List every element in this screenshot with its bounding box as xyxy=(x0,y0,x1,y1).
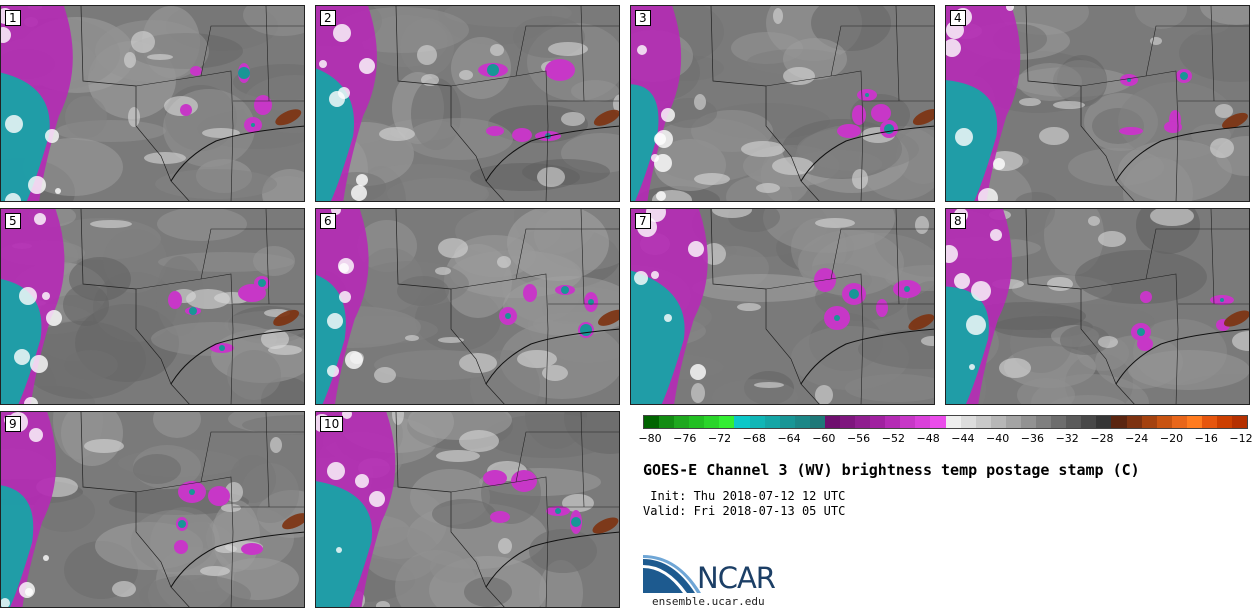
ncar-logo-icon xyxy=(643,555,701,593)
colorbar-swatch xyxy=(930,416,946,428)
postage-stamp-panel: 10 xyxy=(315,411,620,608)
colorbar-swatch xyxy=(824,416,841,428)
wv-map xyxy=(1,209,304,404)
panel-number: 4 xyxy=(950,10,966,26)
colorbar-swatch xyxy=(764,416,780,428)
colorbar-swatch xyxy=(1066,416,1082,428)
panel-number: 9 xyxy=(5,416,21,432)
postage-stamp-panel: 9 xyxy=(0,411,305,608)
panel-number: 8 xyxy=(950,213,966,229)
colorbar-swatch xyxy=(809,416,825,428)
colorbar-tick-label: −24 xyxy=(1125,432,1149,445)
postage-stamp-panel: 2 xyxy=(315,5,620,202)
postage-stamp-panel: 3 xyxy=(630,5,935,202)
panel-number: 6 xyxy=(320,213,336,229)
colorbar-swatch xyxy=(779,416,795,428)
postage-stamp-panel: 4 xyxy=(945,5,1250,202)
colorbar-tick-label: −36 xyxy=(1020,432,1045,445)
colorbar-swatch xyxy=(855,416,871,428)
colorbar-swatch xyxy=(1216,416,1233,428)
colorbar-tick-label: −68 xyxy=(742,432,766,445)
wv-map xyxy=(946,6,1249,201)
figure-title: GOES-E Channel 3 (WV) brightness temp po… xyxy=(643,461,1140,479)
postage-stamp-panel: 5 xyxy=(0,208,305,405)
colorbar-tick-label: −56 xyxy=(846,432,871,445)
colorbar-swatch xyxy=(870,416,886,428)
postage-stamp-panel: 1 xyxy=(0,5,305,202)
panel-number: 2 xyxy=(320,10,336,26)
colorbar-tick-label: −76 xyxy=(673,432,697,445)
valid-time: Valid: Fri 2018-07-13 05 UTC xyxy=(643,504,846,518)
colorbar-swatch xyxy=(1081,416,1097,428)
colorbar-swatch xyxy=(1096,416,1112,428)
colorbar-swatch xyxy=(945,416,961,428)
colorbar-swatch xyxy=(1232,416,1248,428)
wv-map xyxy=(316,6,619,201)
colorbar-swatch xyxy=(900,416,916,428)
colorbar-tick-label: −32 xyxy=(1055,432,1079,445)
init-time: Init: Thu 2018-07-12 12 UTC xyxy=(643,489,846,503)
colorbar-swatch xyxy=(689,416,705,428)
colorbar-swatch xyxy=(975,416,991,428)
colorbar-swatch xyxy=(885,416,901,428)
colorbar-tick-label: −20 xyxy=(1159,432,1184,445)
colorbar-swatch xyxy=(1141,416,1157,428)
wv-map xyxy=(1,412,304,607)
colorbar-tick-label: −72 xyxy=(707,432,732,445)
colorbar xyxy=(643,415,1248,429)
colorbar-swatch xyxy=(1111,416,1127,428)
colorbar-tick-label: −48 xyxy=(916,432,940,445)
postage-stamp-panel: 8 xyxy=(945,208,1250,405)
colorbar-swatch xyxy=(1186,416,1202,428)
colorbar-ticks: −80 −76 −72 −68 −64 −60 −56 −52 −48 −44 −40 −36 −32−… xyxy=(638,432,1252,446)
colorbar-swatch xyxy=(794,416,810,428)
wv-map xyxy=(631,209,934,404)
colorbar-swatch xyxy=(990,416,1006,428)
panel-number: 1 xyxy=(5,10,21,26)
colorbar-tick-label: −64 xyxy=(777,432,801,445)
colorbar-swatch xyxy=(719,416,735,428)
colorbar-swatch xyxy=(674,416,690,428)
ncar-logo-text: NCAR xyxy=(697,561,776,595)
colorbar-swatch xyxy=(1036,416,1052,428)
colorbar-tick-label: −28 xyxy=(1090,432,1114,445)
colorbar-swatch xyxy=(960,416,976,428)
colorbar-swatch xyxy=(1005,416,1021,428)
wv-map xyxy=(316,412,619,607)
colorbar-swatch xyxy=(734,416,750,428)
colorbar-swatch xyxy=(1051,416,1067,428)
wv-map xyxy=(631,6,934,201)
colorbar-tick-label: −40 xyxy=(986,432,1010,445)
colorbar-swatch xyxy=(1171,416,1187,428)
colorbar-tick-label: −80 xyxy=(638,432,662,445)
colorbar-tick-label: −52 xyxy=(881,432,905,445)
colorbar-swatch xyxy=(644,416,660,428)
colorbar-swatch xyxy=(1201,416,1217,428)
colorbar-swatch xyxy=(915,416,931,428)
panel-number: 5 xyxy=(5,213,21,229)
colorbar-tick-label: −12 xyxy=(1229,432,1253,445)
colorbar-swatch xyxy=(840,416,856,428)
panel-number: 3 xyxy=(635,10,651,26)
postage-stamp-panel: 7 xyxy=(630,208,935,405)
panel-number: 10 xyxy=(320,416,344,432)
postage-stamp-panel: 6 xyxy=(315,208,620,405)
wv-map xyxy=(1,6,304,201)
wv-map xyxy=(946,209,1249,404)
colorbar-swatch xyxy=(1156,416,1172,428)
wv-map xyxy=(316,209,619,404)
colorbar-swatch xyxy=(1126,416,1142,428)
colorbar-tick-label: −44 xyxy=(951,432,975,445)
colorbar-tick-label: −16 xyxy=(1194,432,1218,445)
panel-number: 7 xyxy=(635,213,651,229)
colorbar-tick-label: −60 xyxy=(812,432,836,445)
colorbar-swatch xyxy=(659,416,675,428)
colorbar-swatch xyxy=(749,416,765,428)
colorbar-swatch xyxy=(1020,416,1037,428)
colorbar-swatch xyxy=(704,416,720,428)
ensemble-url: ensemble.ucar.edu xyxy=(652,595,765,608)
